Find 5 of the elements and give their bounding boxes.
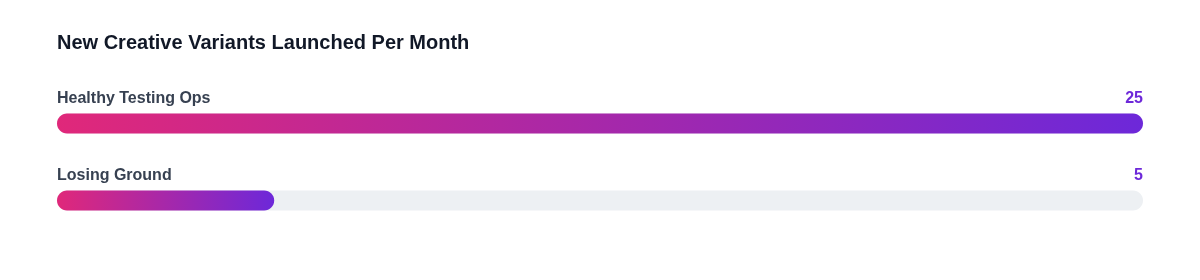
y-tick-label: Healthy Testing Ops — [57, 88, 211, 106]
y-tick-label: Losing Ground — [57, 165, 172, 183]
chart-title: New Creative Variants Launched Per Month — [57, 31, 470, 53]
data-label: 5 — [1134, 165, 1144, 183]
data-label: 25 — [1125, 88, 1144, 106]
